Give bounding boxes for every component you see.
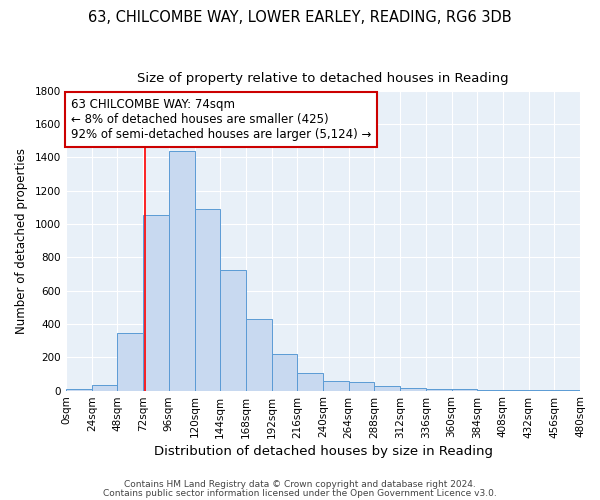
Bar [374, 386, 400, 390]
Text: Contains public sector information licensed under the Open Government Licence v3: Contains public sector information licen… [103, 489, 497, 498]
Bar [400, 388, 426, 390]
Bar [118, 333, 143, 390]
Text: Contains HM Land Registry data © Crown copyright and database right 2024.: Contains HM Land Registry data © Crown c… [124, 480, 476, 489]
Bar [452, 389, 477, 390]
Bar [272, 354, 298, 391]
Y-axis label: Number of detached properties: Number of detached properties [15, 148, 28, 334]
Bar [298, 373, 323, 390]
Bar [246, 319, 272, 390]
Bar [220, 270, 246, 390]
Bar [66, 389, 92, 390]
Bar [143, 215, 169, 390]
Text: 63, CHILCOMBE WAY, LOWER EARLEY, READING, RG6 3DB: 63, CHILCOMBE WAY, LOWER EARLEY, READING… [88, 10, 512, 25]
X-axis label: Distribution of detached houses by size in Reading: Distribution of detached houses by size … [154, 444, 493, 458]
Bar [323, 382, 349, 390]
Bar [426, 388, 452, 390]
Bar [194, 209, 220, 390]
Text: 63 CHILCOMBE WAY: 74sqm
← 8% of detached houses are smaller (425)
92% of semi-de: 63 CHILCOMBE WAY: 74sqm ← 8% of detached… [71, 98, 371, 142]
Title: Size of property relative to detached houses in Reading: Size of property relative to detached ho… [137, 72, 509, 86]
Bar [349, 382, 374, 390]
Bar [169, 151, 194, 390]
Bar [92, 384, 118, 390]
